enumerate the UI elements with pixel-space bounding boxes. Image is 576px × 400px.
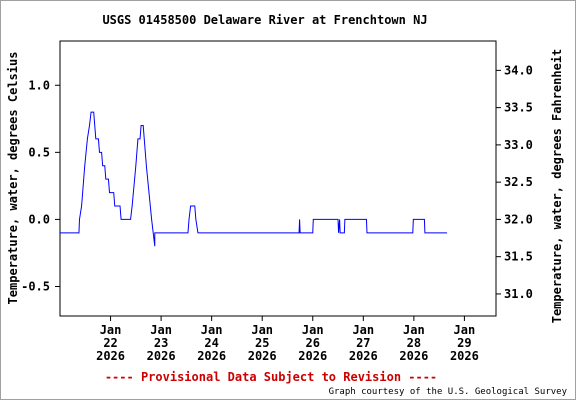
- plot-area: [59, 40, 497, 317]
- right-y-tick-label: 32.5: [504, 175, 533, 189]
- right-axis-label: Temperature, water, degrees Fahrenheit: [550, 49, 564, 324]
- x-tick-label-month: Jan: [201, 323, 223, 337]
- x-tick-label-year: 2026: [399, 349, 428, 363]
- x-tick-label-day: 29: [457, 336, 471, 350]
- left-axis-label: Temperature, water, degrees Celsius: [6, 52, 20, 305]
- right-y-tick-label: 31.0: [504, 287, 533, 301]
- right-y-tick-label: 32.0: [504, 212, 533, 226]
- x-tick-label-month: Jan: [251, 323, 273, 337]
- series-line-temperature: [60, 111, 448, 247]
- x-tick-label-month: Jan: [403, 323, 425, 337]
- right-y-tick-label: 33.0: [504, 138, 533, 152]
- x-tick-label-year: 2026: [147, 349, 176, 363]
- left-y-axis: -0.5 0.0 0.5 1.0: [21, 78, 60, 293]
- x-tick-label-day: 27: [356, 336, 370, 350]
- right-y-tick-label: 34.0: [504, 63, 533, 77]
- x-tick-label-year: 2026: [349, 349, 378, 363]
- chart-title: USGS 01458500 Delaware River at Frenchto…: [102, 13, 427, 27]
- left-y-tick-label: 0.5: [28, 145, 50, 159]
- x-tick-label-year: 2026: [197, 349, 226, 363]
- right-y-axis: 31.0 31.5 32.0 32.5 33.0 33.5 34.0: [496, 63, 533, 301]
- x-tick-label-day: 24: [204, 336, 218, 350]
- x-tick-label-year: 2026: [96, 349, 125, 363]
- x-axis: Jan222026Jan232026Jan242026Jan252026Jan2…: [96, 316, 479, 363]
- left-y-tick-label: 1.0: [28, 78, 50, 92]
- x-tick-label-day: 28: [407, 336, 421, 350]
- x-tick-label-year: 2026: [248, 349, 277, 363]
- usgs-credit: Graph courtesy of the U.S. Geological Su…: [329, 387, 568, 397]
- x-tick-label-year: 2026: [298, 349, 327, 363]
- x-tick-label-month: Jan: [150, 323, 172, 337]
- provisional-notice: ---- Provisional Data Subject to Revisio…: [105, 370, 437, 384]
- x-tick-label-month: Jan: [100, 323, 122, 337]
- plot-border: [59, 40, 497, 317]
- x-tick-label-day: 25: [255, 336, 269, 350]
- x-tick-label-day: 23: [154, 336, 168, 350]
- right-y-tick-label: 33.5: [504, 101, 533, 115]
- right-y-tick-label: 31.5: [504, 250, 533, 264]
- x-tick-label-day: 22: [103, 336, 117, 350]
- x-tick-label-year: 2026: [450, 349, 479, 363]
- x-tick-label-month: Jan: [302, 323, 324, 337]
- x-tick-label-month: Jan: [454, 323, 476, 337]
- left-y-tick-label: -0.5: [21, 279, 50, 293]
- x-tick-label-month: Jan: [352, 323, 374, 337]
- left-y-tick-label: 0.0: [28, 212, 50, 226]
- x-tick-label-day: 26: [306, 336, 320, 350]
